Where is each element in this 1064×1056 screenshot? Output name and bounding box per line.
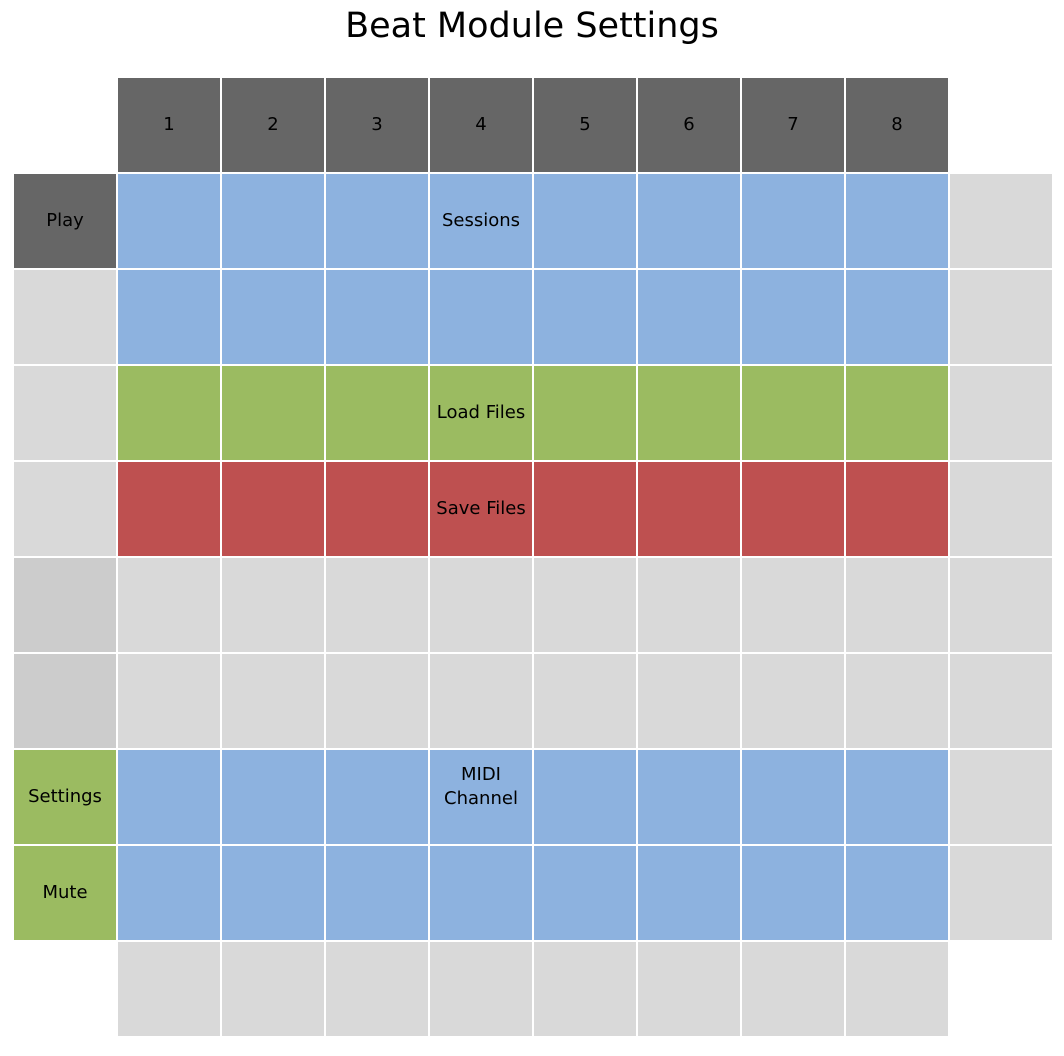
pad-r7-c6[interactable] <box>638 750 740 844</box>
side-button-row-4[interactable] <box>14 462 116 556</box>
pad-r1-c5[interactable] <box>534 174 636 268</box>
pad-r4-c6[interactable] <box>638 462 740 556</box>
pad-r4-c1[interactable] <box>118 462 220 556</box>
pad-r2-c2[interactable] <box>222 270 324 364</box>
pad-r7-c1[interactable] <box>118 750 220 844</box>
right-button-row-6[interactable] <box>950 654 1052 748</box>
pad-r6-c7[interactable] <box>742 654 844 748</box>
pad-r7-c5[interactable] <box>534 750 636 844</box>
pad-r9-c5[interactable] <box>534 942 636 1036</box>
pad-r2-c3[interactable] <box>326 270 428 364</box>
pad-r4-c4[interactable] <box>430 462 532 556</box>
pad-r8-c7[interactable] <box>742 846 844 940</box>
pad-r1-c6[interactable] <box>638 174 740 268</box>
pad-r6-c5[interactable] <box>534 654 636 748</box>
pad-r1-c3[interactable] <box>326 174 428 268</box>
pad-r6-c4[interactable] <box>430 654 532 748</box>
pad-r5-c5[interactable] <box>534 558 636 652</box>
right-button-row-1[interactable] <box>950 174 1052 268</box>
pad-r8-c5[interactable] <box>534 846 636 940</box>
pad-r9-c7[interactable] <box>742 942 844 1036</box>
right-button-row-3[interactable] <box>950 366 1052 460</box>
pad-r2-c6[interactable] <box>638 270 740 364</box>
pad-r6-c3[interactable] <box>326 654 428 748</box>
pad-r2-c4[interactable] <box>430 270 532 364</box>
side-button-row-5[interactable] <box>14 558 116 652</box>
right-button-row-2[interactable] <box>950 270 1052 364</box>
column-header-button-4[interactable] <box>430 78 532 172</box>
pad-r9-c6[interactable] <box>638 942 740 1036</box>
pad-r5-c2[interactable] <box>222 558 324 652</box>
pad-r9-c2[interactable] <box>222 942 324 1036</box>
pad-r4-c3[interactable] <box>326 462 428 556</box>
pad-r3-c8[interactable] <box>846 366 948 460</box>
side-button-row-3[interactable] <box>14 366 116 460</box>
pad-r5-c1[interactable] <box>118 558 220 652</box>
pad-r7-c3[interactable] <box>326 750 428 844</box>
pad-r4-c7[interactable] <box>742 462 844 556</box>
pad-r5-c6[interactable] <box>638 558 740 652</box>
pad-r7-c8[interactable] <box>846 750 948 844</box>
pad-r3-c5[interactable] <box>534 366 636 460</box>
pad-r3-c1[interactable] <box>118 366 220 460</box>
right-button-row-4[interactable] <box>950 462 1052 556</box>
pad-r8-c1[interactable] <box>118 846 220 940</box>
pad-r6-c2[interactable] <box>222 654 324 748</box>
side-button-row-1[interactable] <box>14 174 116 268</box>
pad-r1-c8[interactable] <box>846 174 948 268</box>
pad-r4-c5[interactable] <box>534 462 636 556</box>
column-header-button-6[interactable] <box>638 78 740 172</box>
pad-r6-c8[interactable] <box>846 654 948 748</box>
pad-r4-c2[interactable] <box>222 462 324 556</box>
pad-r3-c3[interactable] <box>326 366 428 460</box>
pad-r3-c2[interactable] <box>222 366 324 460</box>
side-button-row-8[interactable] <box>14 846 116 940</box>
pad-r5-c4[interactable] <box>430 558 532 652</box>
pad-r7-c4[interactable] <box>430 750 532 844</box>
pad-r9-c4[interactable] <box>430 942 532 1036</box>
pad-r8-c4[interactable] <box>430 846 532 940</box>
column-header-button-1[interactable] <box>118 78 220 172</box>
pad-r2-c7[interactable] <box>742 270 844 364</box>
column-header-button-3[interactable] <box>326 78 428 172</box>
column-header-button-5[interactable] <box>534 78 636 172</box>
side-button-row-2[interactable] <box>14 270 116 364</box>
pad-r8-c6[interactable] <box>638 846 740 940</box>
pad-r1-c1[interactable] <box>118 174 220 268</box>
pad-r4-c8[interactable] <box>846 462 948 556</box>
column-header-button-2[interactable] <box>222 78 324 172</box>
pad-r5-c3[interactable] <box>326 558 428 652</box>
column-header-button-7[interactable] <box>742 78 844 172</box>
page-title: Beat Module Settings <box>345 6 719 46</box>
pad-r2-c8[interactable] <box>846 270 948 364</box>
pad-r6-c1[interactable] <box>118 654 220 748</box>
right-button-row-7[interactable] <box>950 750 1052 844</box>
side-button-row-6[interactable] <box>14 654 116 748</box>
right-button-row-8[interactable] <box>950 846 1052 940</box>
pad-r3-c4[interactable] <box>430 366 532 460</box>
pad-r2-c1[interactable] <box>118 270 220 364</box>
pad-r6-c6[interactable] <box>638 654 740 748</box>
pad-r3-c6[interactable] <box>638 366 740 460</box>
pad-r9-c1[interactable] <box>118 942 220 1036</box>
pad-r2-c5[interactable] <box>534 270 636 364</box>
side-button-row-7[interactable] <box>14 750 116 844</box>
pad-r5-c7[interactable] <box>742 558 844 652</box>
column-header-button-8[interactable] <box>846 78 948 172</box>
pad-r8-c2[interactable] <box>222 846 324 940</box>
pad-r9-c3[interactable] <box>326 942 428 1036</box>
right-button-row-5[interactable] <box>950 558 1052 652</box>
pad-r5-c8[interactable] <box>846 558 948 652</box>
pad-r8-c8[interactable] <box>846 846 948 940</box>
pad-r9-c8[interactable] <box>846 942 948 1036</box>
pad-r1-c7[interactable] <box>742 174 844 268</box>
pad-r3-c7[interactable] <box>742 366 844 460</box>
pad-r1-c4[interactable] <box>430 174 532 268</box>
pad-r7-c7[interactable] <box>742 750 844 844</box>
pad-r7-c2[interactable] <box>222 750 324 844</box>
pad-r1-c2[interactable] <box>222 174 324 268</box>
pad-r8-c3[interactable] <box>326 846 428 940</box>
